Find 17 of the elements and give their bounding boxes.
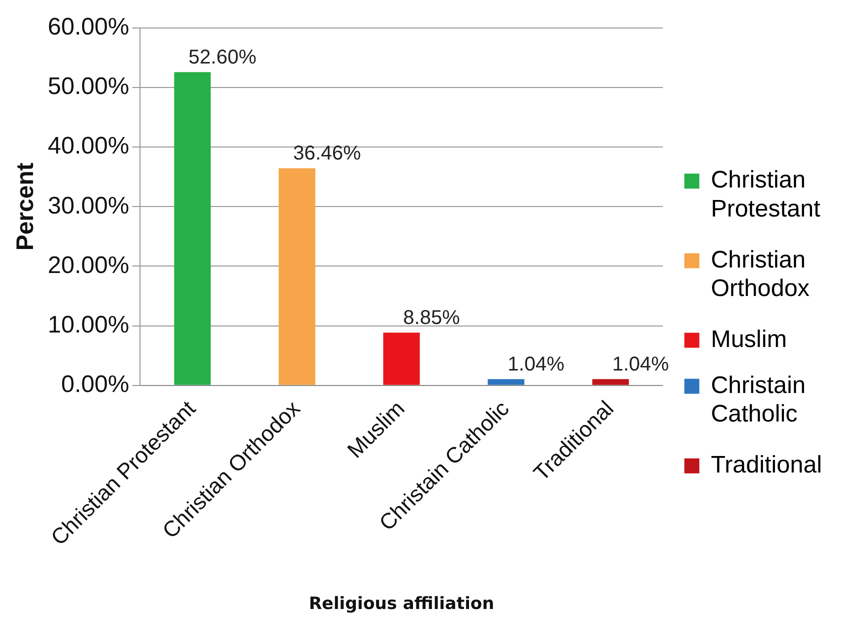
y-tick-label: 40.00%: [48, 132, 130, 160]
legend-label: Muslim: [710, 326, 787, 353]
x-axis-title: Religious affiliation: [308, 594, 494, 614]
y-tick-label: 60.00%: [48, 14, 130, 41]
data-label: 8.85%: [403, 307, 460, 330]
data-label: 1.04%: [612, 354, 670, 376]
legend-label: Christian Orthodox: [710, 246, 810, 302]
y-tick-label: 10.00%: [48, 311, 130, 338]
y-tick-label: 50.00%: [48, 73, 130, 100]
data-label: 1.04%: [508, 354, 565, 376]
y-axis-title: Percent: [12, 162, 40, 251]
legend-label: Christian Protestant: [710, 166, 821, 223]
data-label: 52.60%: [188, 46, 257, 69]
data-label: 36.46%: [293, 142, 362, 165]
y-tick-label: 0.00%: [61, 370, 130, 398]
y-tick-label: 20.00%: [48, 252, 130, 279]
y-tick-label: 30.00%: [48, 192, 130, 220]
